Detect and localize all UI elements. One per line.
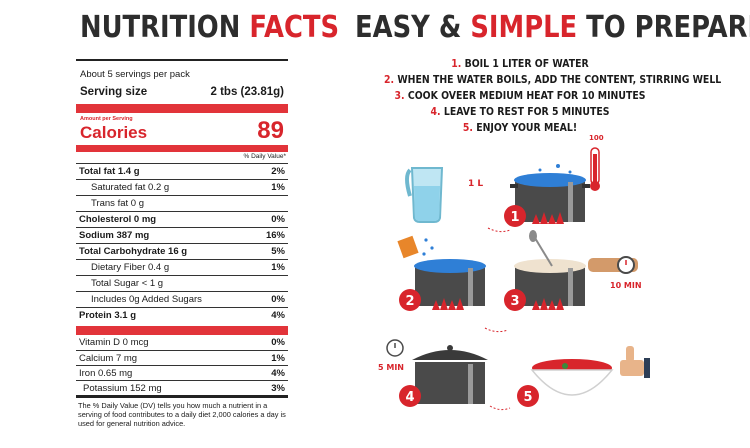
servings-per-pack: About 5 servings per pack xyxy=(80,69,190,80)
nutrient-dv: 1% xyxy=(271,181,285,193)
pot-icon xyxy=(510,173,590,224)
vitamin-dv: 0% xyxy=(271,337,285,348)
timer-10-label: 10 MIN xyxy=(610,281,642,290)
nutrient-dv: 2% xyxy=(271,165,285,177)
jug-label: 1 L xyxy=(468,179,483,189)
nutrient-row: Total fat 1.4 g 2% xyxy=(76,163,288,178)
vitamin-dv: 3% xyxy=(271,382,285,394)
nutrient-row: Trans fat 0 g xyxy=(76,195,288,210)
daily-value-header: % Daily Value* xyxy=(243,153,286,160)
nutrient-row: Includes 0g Added Sugars 0% xyxy=(76,291,288,306)
svg-text:3: 3 xyxy=(510,294,519,309)
vitamin-dv: 1% xyxy=(271,352,285,364)
svg-text:5: 5 xyxy=(523,390,532,405)
step-badge-2: 2 xyxy=(399,289,421,311)
prepare-title: EASY & SIMPLE TO PREPARE xyxy=(355,10,750,45)
nutrient-label: Total Carbohydrate 16 g xyxy=(79,245,188,257)
nutrient-row: Total Sugar < 1 g xyxy=(76,275,288,290)
preparation-illustration: 1 L 100 1 2 xyxy=(378,134,650,411)
step-badge-1: 1 xyxy=(504,205,526,227)
seasoning-packet-icon xyxy=(397,235,419,259)
vitamin-label: Potassium 152 mg xyxy=(83,382,162,394)
nutrient-label: Dietary Fiber 0.4 g xyxy=(91,261,170,273)
title-simple: SIMPLE xyxy=(470,10,578,45)
nutrient-label: Saturated fat 0.2 g xyxy=(91,181,170,193)
nutrient-dv: 4% xyxy=(271,309,285,321)
wristwatch-icon xyxy=(588,256,638,274)
serving-size-label: Serving size xyxy=(80,86,148,98)
calories-value: 89 xyxy=(257,117,284,144)
nutrient-dv: 0% xyxy=(271,293,285,305)
prepare-steps: 1. BOIL 1 LITER OF WATER 2. WHEN THE WAT… xyxy=(360,56,722,136)
calories-label: Calories xyxy=(80,123,148,142)
step-badge-5: 5 xyxy=(517,385,539,407)
thermometer-label: 100 xyxy=(589,134,604,142)
nutrient-label: Sodium 387 mg xyxy=(79,229,150,241)
svg-text:4: 4 xyxy=(405,390,414,405)
flow-arrow xyxy=(484,327,509,333)
water-jug-icon xyxy=(405,167,444,223)
vitamin-row: Calcium 7 mg 1% xyxy=(76,350,288,365)
title-easy: EASY & xyxy=(355,10,462,45)
serving-size-value: 2 tbs (23.81g) xyxy=(210,86,285,98)
vitamin-row: Potassium 152 mg 3% xyxy=(76,380,288,395)
lidded-pot-icon xyxy=(412,345,488,404)
title-facts: FACTS xyxy=(249,10,340,45)
divider-bar xyxy=(76,145,288,152)
step-4: 4. LEAVE TO REST FOR 5 MINUTES xyxy=(430,105,610,118)
step-3: 3. COOK OVEER MEDIUM HEAT FOR 10 MINUTES xyxy=(394,89,646,102)
nutrient-row: Dietary Fiber 0.4 g 1% xyxy=(76,259,288,274)
soup-bowl-icon xyxy=(530,359,614,396)
nutrient-row: Sodium 387 mg 16% xyxy=(76,227,288,242)
thumbs-up-icon xyxy=(620,346,650,378)
nutrition-facts-title: NUTRITION FACTS xyxy=(80,10,339,45)
title-to-prepare: TO PREPARE xyxy=(586,10,750,45)
nutrient-label: Trans fat 0 g xyxy=(91,197,144,209)
nutrient-dv: 1% xyxy=(271,261,285,273)
nutrient-dv: 0% xyxy=(271,213,285,225)
nutrient-label: Protein 3.1 g xyxy=(79,309,137,321)
daily-value-footnote: The % Daily Value (DV) tells you how muc… xyxy=(78,401,286,428)
nutrient-row: Saturated fat 0.2 g 1% xyxy=(76,179,288,194)
pot-icon xyxy=(414,259,486,310)
flow-arrow xyxy=(489,405,511,411)
step-1: 1. BOIL 1 LITER OF WATER xyxy=(451,57,589,70)
step-2: 2. WHEN THE WATER BOILS, ADD THE CONTENT… xyxy=(384,73,722,86)
nutrient-row: Total Carbohydrate 16 g 5% xyxy=(76,243,288,258)
step-5: 5. ENJOY YOUR MEAL! xyxy=(462,121,578,134)
vitamin-row: Iron 0.65 mg 4% xyxy=(76,365,288,380)
step-badge-4: 4 xyxy=(399,385,421,407)
vitamin-label: Vitamin D 0 mcg xyxy=(79,337,149,348)
timer-5-label: 5 MIN xyxy=(378,363,404,372)
vitamin-dv: 4% xyxy=(271,367,285,379)
divider-bar xyxy=(76,326,288,335)
pot-icon xyxy=(514,259,586,310)
nutrient-dv: 16% xyxy=(265,229,285,241)
title-nutrition: NUTRITION xyxy=(80,10,241,45)
svg-text:2: 2 xyxy=(405,294,414,309)
nutrient-label: Includes 0g Added Sugars xyxy=(91,293,202,305)
divider-bar xyxy=(76,395,288,398)
nutrient-label: Total fat 1.4 g xyxy=(79,165,140,177)
amount-per-serving: Amount per Serving xyxy=(80,116,133,122)
thermometer-icon xyxy=(590,147,600,191)
clock-icon xyxy=(386,339,404,357)
flow-arrow xyxy=(487,227,511,233)
serving-size-row: Serving size 2 tbs (23.81g) xyxy=(80,86,284,98)
nutrient-row: Protein 3.1 g 4% xyxy=(76,307,288,322)
nutrient-dv: 5% xyxy=(271,245,285,257)
nutrition-label: About 5 servings per pack Serving size 2… xyxy=(76,59,288,443)
step-badge-3: 3 xyxy=(504,289,526,311)
vitamin-row: Vitamin D 0 mcg 0% xyxy=(76,335,288,350)
divider-bar xyxy=(76,104,288,113)
nutrient-label: Cholesterol 0 mg xyxy=(79,213,157,225)
vitamin-label: Iron 0.65 mg xyxy=(79,367,133,379)
svg-text:1: 1 xyxy=(510,210,519,225)
ladle-icon xyxy=(529,230,553,267)
nutrient-row: Cholesterol 0 mg 0% xyxy=(76,211,288,226)
vitamin-label: Calcium 7 mg xyxy=(79,352,138,364)
nutrient-label: Total Sugar < 1 g xyxy=(91,277,164,289)
